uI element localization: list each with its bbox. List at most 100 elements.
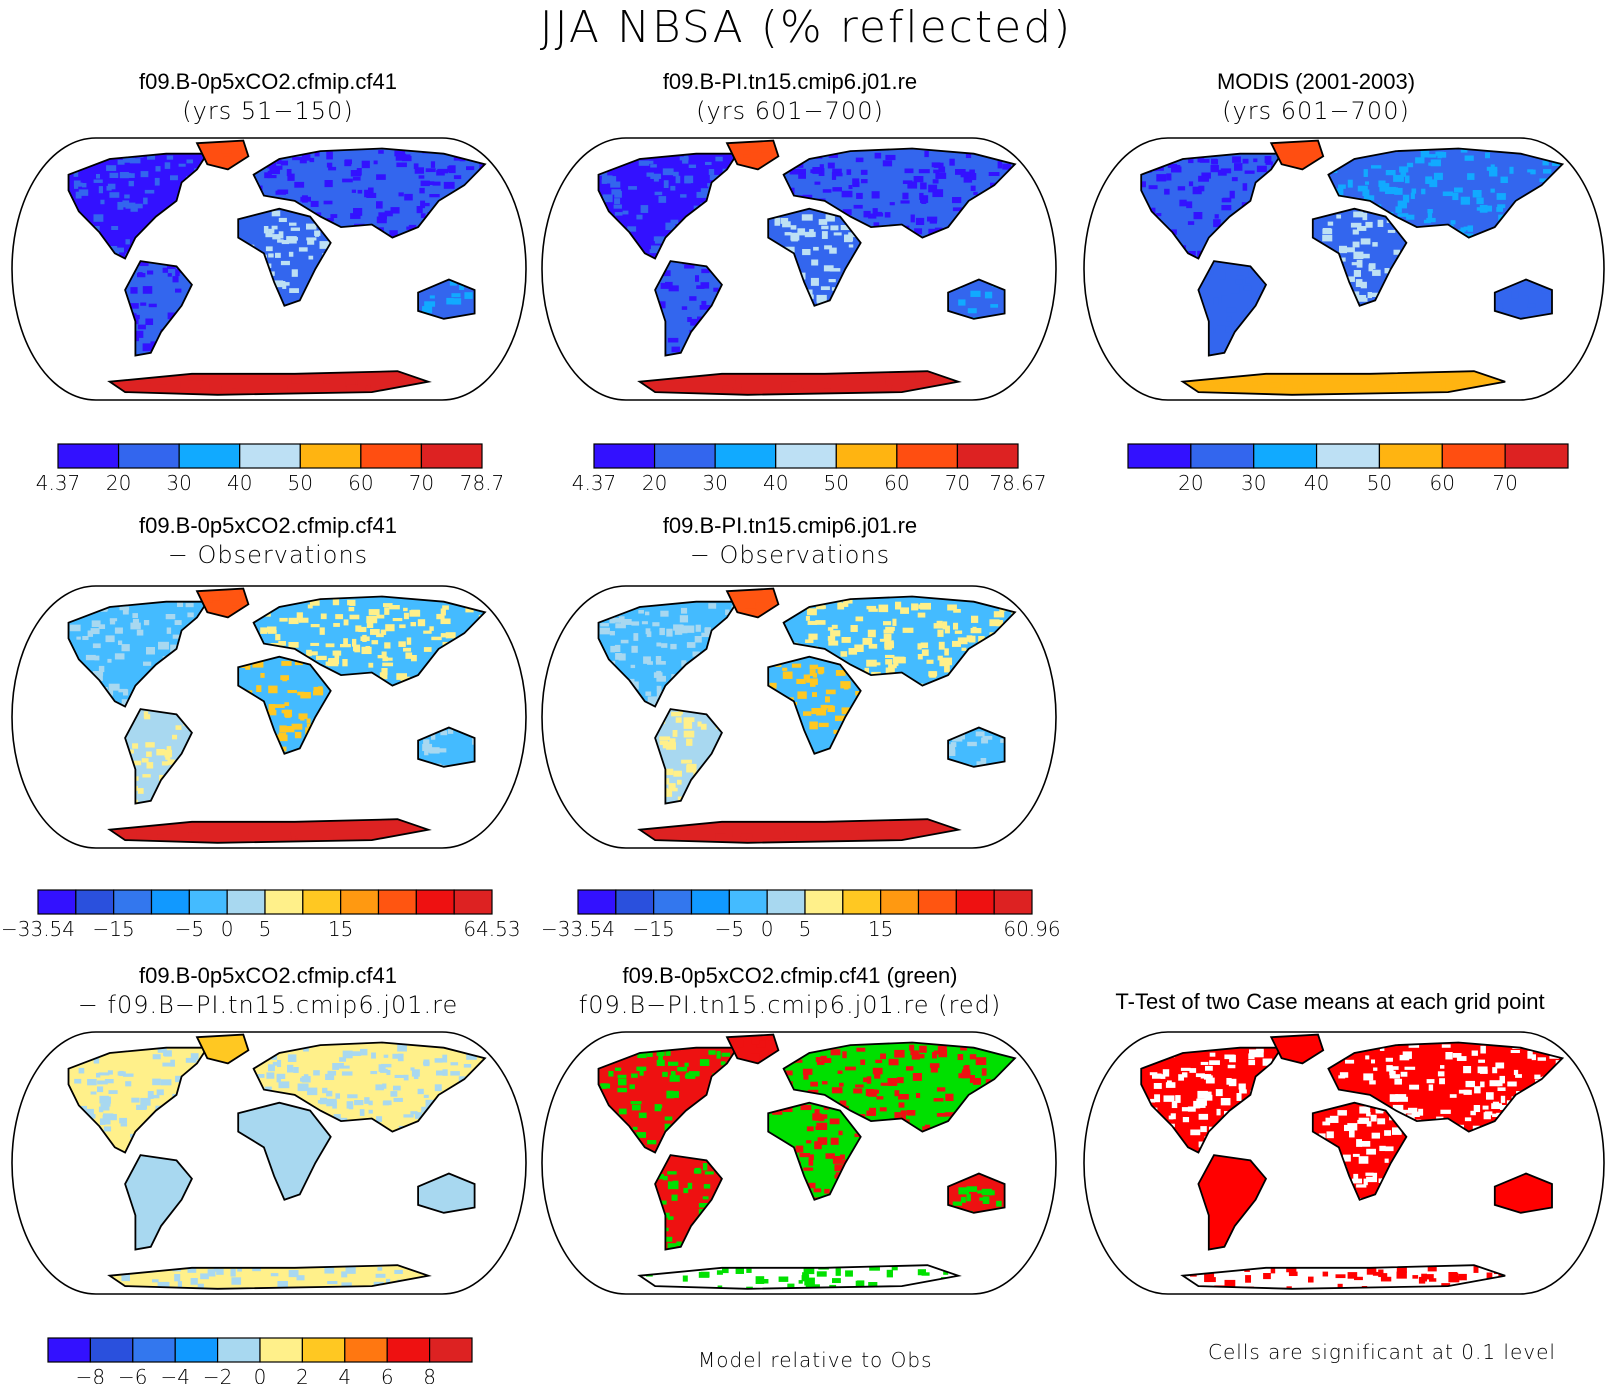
land-cell: [121, 1273, 130, 1282]
land-cell: [920, 642, 929, 649]
land-cell: [722, 385, 729, 394]
land-cell: [93, 179, 103, 183]
land-cell: [290, 831, 299, 837]
land-cell: [72, 245, 79, 253]
land-cell: [1511, 291, 1519, 299]
land-cell: [176, 1117, 183, 1121]
land-cell: [860, 1059, 866, 1065]
land-cell: [917, 1054, 925, 1059]
land-cell: [1463, 1066, 1472, 1074]
land-cell: [696, 250, 702, 254]
land-cell: [288, 251, 294, 257]
land-cell: [840, 651, 848, 657]
panel-title-1: f09.B-0p5xCO2.cfmip.cf41 (yrs 51−150): [8, 68, 528, 126]
land-cell: [813, 201, 822, 209]
land-cell: [827, 636, 836, 641]
land-cell: [352, 638, 357, 647]
land-cell: [703, 1184, 711, 1189]
land-cell: [278, 1081, 290, 1089]
land-cell: [279, 617, 288, 622]
land-cell: [1470, 1110, 1476, 1116]
land-cell: [720, 1061, 726, 1066]
land-cell: [844, 1198, 849, 1200]
land-cell: [178, 798, 187, 804]
land-cell: [955, 1209, 962, 1213]
land-cell: [1365, 181, 1370, 185]
coastline: [1140, 1046, 1284, 1154]
colorbar-tick-label: 30: [1241, 471, 1266, 495]
land-cell: [187, 758, 192, 765]
land-cell: [672, 730, 678, 737]
land-cell: [919, 839, 928, 843]
land-cell: [677, 624, 684, 629]
land-cell: [1149, 1072, 1158, 1076]
land-cell: [785, 832, 791, 836]
land-cell: [609, 1059, 615, 1063]
land-cell: [1245, 1275, 1252, 1283]
land-cell: [165, 230, 173, 236]
land-cell: [398, 641, 406, 647]
land-cell: [755, 1276, 765, 1284]
land-cell: [922, 1126, 928, 1132]
colorbar-swatch: [453, 889, 493, 915]
land-cell: [190, 1278, 198, 1285]
land-cell: [172, 380, 180, 388]
colorbar-swatch: [360, 443, 423, 469]
land-cell: [291, 1123, 299, 1128]
land-cell: [811, 259, 819, 266]
land-cell: [735, 377, 747, 385]
land-cell: [733, 389, 740, 395]
land-cell: [1387, 229, 1396, 233]
land-cell: [1367, 292, 1373, 299]
land-cell: [1266, 1141, 1275, 1146]
land-cell: [1264, 156, 1272, 164]
land-cell: [949, 391, 955, 395]
land-cell: [1264, 321, 1266, 328]
land-cell: [118, 688, 128, 693]
land-cell: [713, 820, 724, 827]
land-cell: [200, 1273, 209, 1280]
land-cell: [915, 177, 923, 182]
figure-title: JJA NBSA (% reflected): [539, 2, 1073, 53]
land-cell: [837, 602, 845, 610]
land-cell: [389, 605, 400, 610]
land-cell: [75, 191, 82, 199]
colorbar-tick-label: 4.37: [572, 471, 617, 495]
land-cell: [174, 620, 182, 626]
land-cell: [458, 229, 469, 236]
land-cell: [257, 1074, 265, 1078]
land-cell: [618, 1078, 627, 1086]
land-cell: [97, 1080, 108, 1085]
land-cell: [788, 297, 795, 302]
land-cell: [872, 1067, 883, 1075]
land-cell: [142, 343, 153, 352]
land-cell: [428, 749, 437, 753]
land-cell: [288, 1270, 299, 1278]
land-cell: [1513, 1201, 1522, 1206]
land-cell: [155, 166, 161, 172]
land-cell: [895, 601, 902, 610]
land-cell: [135, 314, 140, 320]
land-cell: [961, 647, 967, 651]
land-cell: [1237, 328, 1247, 332]
land-cell: [290, 227, 300, 231]
land-cell: [1394, 187, 1403, 195]
land-cell: [178, 793, 183, 801]
land-cell: [392, 1053, 403, 1059]
land-cell: [111, 226, 119, 231]
land-cell: [886, 680, 896, 686]
land-cell: [963, 175, 973, 183]
land-cell: [894, 656, 905, 661]
land-cell: [971, 673, 977, 677]
land-cell: [719, 1169, 722, 1174]
land-cell: [308, 651, 318, 656]
land-cell: [322, 1087, 328, 1094]
land-cell: [670, 643, 677, 650]
land-cell: [277, 839, 285, 843]
land-cell: [883, 621, 892, 626]
land-cell: [727, 621, 733, 625]
land-cell: [722, 671, 728, 676]
land-cell: [1281, 1065, 1282, 1072]
land-cell: [149, 235, 157, 239]
land-cell: [781, 731, 793, 737]
